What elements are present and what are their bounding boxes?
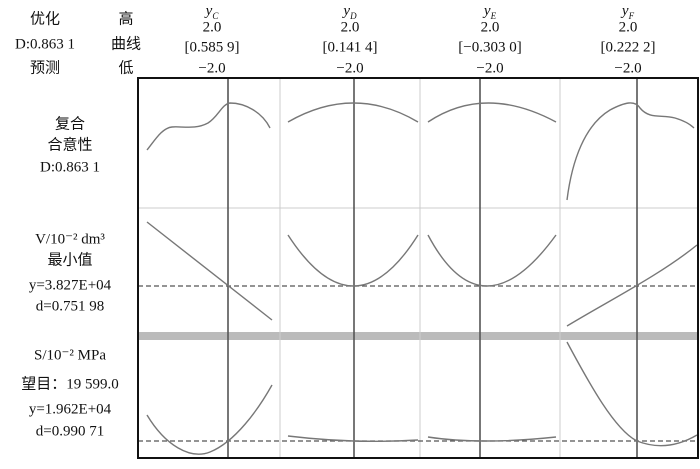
- frame: [137, 77, 699, 459]
- current-value: [−0.303 0]: [458, 39, 521, 55]
- current-value: [0.585 9]: [185, 39, 240, 55]
- subscript: E: [490, 11, 497, 21]
- curve: [146, 221, 273, 321]
- column-name: yC: [204, 3, 220, 21]
- curve: [566, 244, 698, 327]
- curve: [287, 102, 419, 123]
- subscript: F: [628, 11, 635, 21]
- low-value: −2.0: [198, 60, 225, 76]
- low-value: −2.0: [614, 60, 641, 76]
- subscript: D: [349, 11, 357, 21]
- row-label: 复合: [55, 114, 85, 132]
- curve: [427, 234, 557, 287]
- row-label: V/10⁻² dm³: [35, 231, 105, 247]
- curve: [287, 435, 419, 443]
- high-value: 2.0: [341, 19, 360, 35]
- label: 优化: [30, 10, 60, 27]
- subscript: C: [212, 11, 219, 21]
- label: 低: [118, 59, 133, 76]
- high-value: 2.0: [481, 19, 500, 35]
- name: y: [341, 3, 350, 19]
- column-name: yF: [620, 3, 635, 21]
- curve: [146, 384, 273, 455]
- high-value: 2.0: [619, 19, 638, 35]
- current-value: [0.141 4]: [323, 39, 378, 55]
- row-label: y=3.827E+04: [29, 277, 112, 293]
- curve: [566, 341, 698, 447]
- curve: [146, 102, 271, 151]
- row-label: 最小值: [47, 251, 92, 268]
- current-value: [0.222 2]: [601, 39, 656, 55]
- row-label: S/10⁻² MPa: [34, 347, 106, 363]
- low-value: −2.0: [476, 60, 503, 76]
- row-label: d=0.990 71: [36, 423, 104, 439]
- name: y: [204, 3, 213, 19]
- curve: [427, 436, 557, 442]
- high-value: 2.0: [203, 19, 222, 35]
- column-name: yE: [482, 3, 497, 21]
- column-name: yD: [341, 3, 357, 21]
- curve: [287, 234, 419, 287]
- curve: [566, 102, 695, 201]
- curve: [427, 102, 557, 123]
- row-label: d=0.751 98: [36, 298, 104, 314]
- name: y: [482, 3, 491, 19]
- row-label: y=1.962E+04: [29, 401, 112, 417]
- label: 预测: [30, 59, 60, 76]
- separator-band: [138, 332, 698, 340]
- label: D:0.863 1: [15, 36, 75, 52]
- row-label: 望目：19 599.0: [21, 375, 119, 392]
- row-label: D:0.863 1: [40, 159, 100, 175]
- row-label: 合意性: [47, 135, 92, 153]
- label: 曲线: [111, 35, 141, 52]
- low-value: −2.0: [336, 60, 363, 76]
- label: 高: [118, 10, 133, 27]
- name: y: [620, 3, 629, 19]
